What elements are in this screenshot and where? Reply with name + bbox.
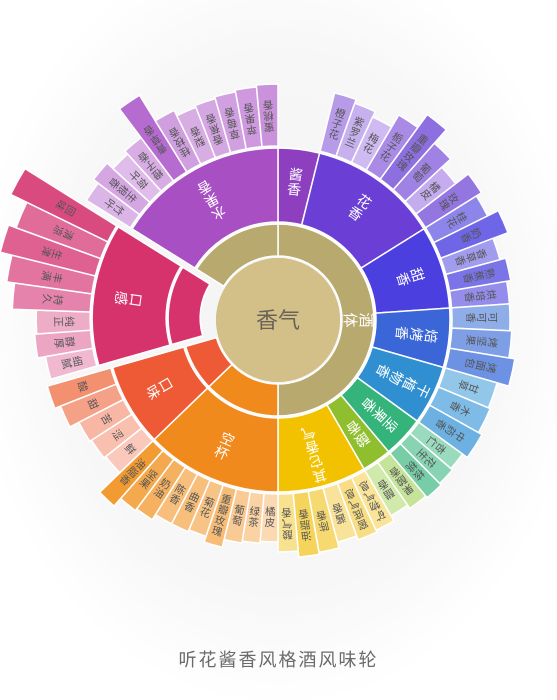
center-label: 香气 xyxy=(256,303,300,335)
flavor-wheel-stage: 酒体酱香花香橙子花紫罗兰梅花栀子花重瓣玫瑰葡萄橘皮玫瑰甜香桂花奶香香草香熟蕉香烘… xyxy=(0,0,557,700)
svg-text:可可香: 可可香 xyxy=(463,312,500,323)
flavor-wheel-svg: 酒体酱香花香橙子花紫罗兰梅花栀子花重瓣玫瑰葡萄橘皮玫瑰甜香桂花奶香香草香熟蕉香烘… xyxy=(0,0,557,700)
svg-text:橘皮: 橘皮 xyxy=(264,504,276,530)
svg-text:酒体: 酒体 xyxy=(340,312,377,327)
svg-text:酸气香: 酸气香 xyxy=(280,505,293,542)
chart-caption: 听花酱香风格酒风味轮 xyxy=(0,646,557,672)
svg-text:纯正: 纯正 xyxy=(51,316,77,327)
